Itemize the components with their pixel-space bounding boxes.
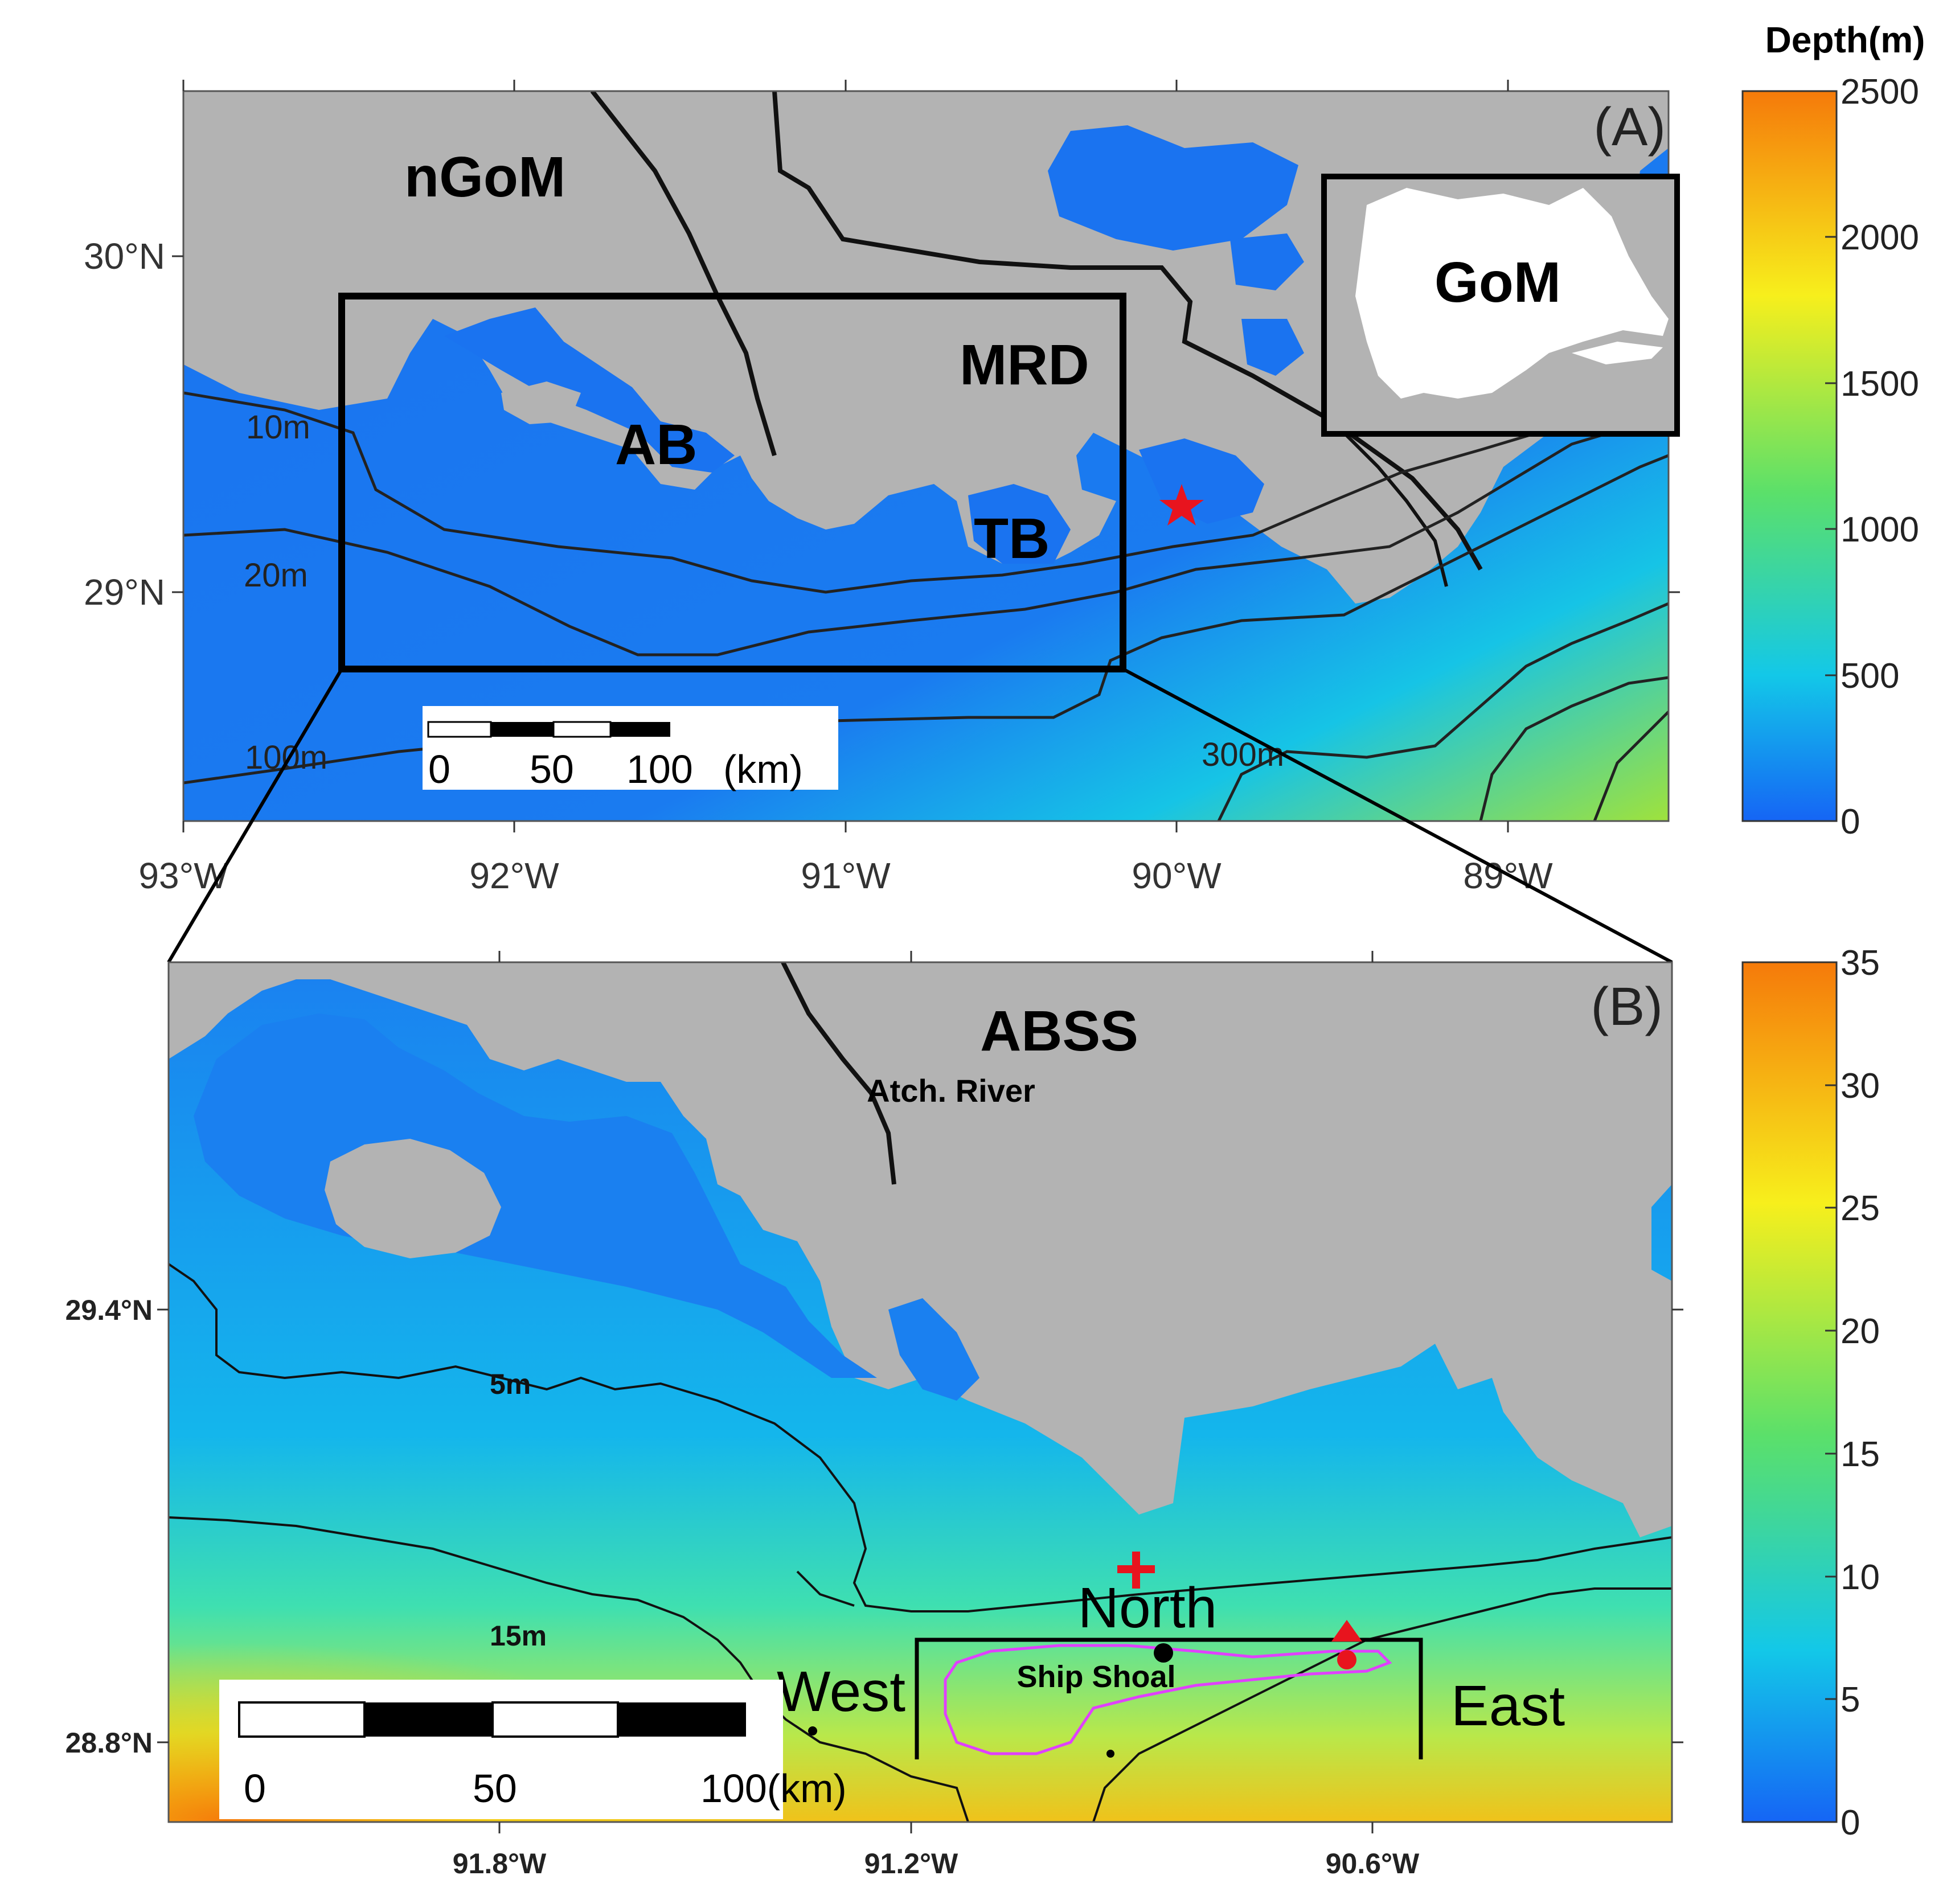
label-gom: GoM: [1434, 251, 1561, 314]
colorbar-a: 2500 2000 1500 1000 500 0: [1741, 72, 1919, 842]
river-b: [781, 962, 896, 1185]
boundary-a3: [1331, 420, 1448, 587]
colorbar-title: Depth(m): [1765, 19, 1925, 60]
island-b: [325, 1139, 501, 1258]
cbar-a-tick-1500: 1500: [1841, 364, 1919, 404]
label-tb: TB: [974, 507, 1050, 571]
label-ngom: nGoM: [404, 145, 565, 209]
boundary-a2: [772, 91, 1483, 571]
lon-tick-90-6w: 90.6°W: [1326, 1848, 1420, 1880]
panel-b-label: (B): [1591, 976, 1663, 1037]
cbar-a-tick-2500: 2500: [1841, 72, 1919, 112]
bay-b2: [888, 1298, 979, 1401]
contour-label-20m: 20m: [244, 557, 308, 594]
red-triangle-marker: [1331, 1620, 1362, 1642]
inset-cuba: [1572, 342, 1663, 364]
lat-tick-28-8n: 28.8°N: [65, 1727, 153, 1759]
cbar-b-tick-20: 20: [1841, 1312, 1880, 1351]
contour-label-10m: 10m: [246, 409, 310, 446]
label-abss: ABSS: [980, 999, 1138, 1063]
land-b: [169, 962, 1672, 1537]
lon-tick-91-8w: 91.8°W: [453, 1848, 547, 1880]
frame-a: [182, 90, 1670, 822]
panel-a: 30°N 29°N 93°W 92°W 91°W 90°W 89°W nGoM …: [84, 19, 1925, 896]
zoom-connector-left: [167, 668, 343, 963]
lat-tick-29-4n: 29.4°N: [65, 1294, 153, 1326]
scale-bar-a: 0 50 100 (km): [423, 706, 838, 791]
zoom-connector-right: [1122, 667, 1673, 964]
panel-a-label: (A): [1593, 97, 1666, 157]
scale-b-mid: 50: [473, 1766, 517, 1811]
scale-a-zero: 0: [428, 747, 450, 791]
label-west: West: [777, 1660, 905, 1724]
cbar-b-tick-15: 15: [1841, 1435, 1880, 1474]
site-bracket: [915, 1638, 1423, 1759]
inset-gulf: [1355, 188, 1669, 399]
small-dot-2: [1106, 1750, 1114, 1758]
contour-label-15m: 15m: [490, 1620, 547, 1652]
cbar-b-tick-25: 25: [1841, 1189, 1880, 1228]
cbar-a-tick-500: 500: [1841, 656, 1899, 696]
frame-b: [167, 961, 1673, 1823]
scale-b-end: 100(km): [700, 1766, 847, 1811]
ticks-b: [157, 951, 1683, 1833]
lake-a2: [1230, 233, 1304, 290]
label-ship-shoal: Ship Shoal: [1017, 1660, 1175, 1694]
colorbar-b: 35 30 25 20 15 10 5 0: [1741, 943, 1880, 1843]
cbar-a-tick-1000: 1000: [1841, 510, 1919, 549]
contour-label-100m: 100m: [245, 739, 327, 776]
study-area-box: [338, 293, 1126, 672]
inset-gom: GoM: [1321, 174, 1680, 437]
cbar-b-tick-10: 10: [1841, 1558, 1880, 1597]
scale-b-zero: 0: [244, 1766, 266, 1811]
contour-label-300m: 300m: [1202, 736, 1284, 773]
black-dot-marker: [1154, 1643, 1173, 1663]
lake-a1: [1048, 125, 1298, 251]
scale-a-mid: 50: [530, 747, 574, 791]
red-dot-marker: [1337, 1650, 1356, 1669]
cbar-b-tick-5: 5: [1841, 1680, 1860, 1720]
scale-a-end: 100: [626, 747, 693, 791]
cbar-b-tick-0: 0: [1841, 1803, 1860, 1843]
contour-label-5m: 5m: [490, 1368, 531, 1400]
label-mrd: MRD: [960, 333, 1089, 397]
lon-tick-91w: 91°W: [801, 855, 891, 896]
lat-tick-30n: 30°N: [84, 236, 165, 277]
island-ab: [501, 381, 581, 424]
cbar-b-tick-35: 35: [1841, 943, 1880, 983]
scale-bar-b: 0 50 100(km): [219, 1680, 847, 1819]
bay-ab: [444, 307, 735, 473]
cbar-b-tick-30: 30: [1841, 1066, 1880, 1106]
red-cross-marker: [1117, 1552, 1155, 1589]
bay-tb: [968, 484, 1071, 564]
scale-a-unit: (km): [723, 747, 803, 791]
bay-b1: [194, 1013, 877, 1378]
label-ab: AB: [615, 413, 697, 477]
lon-tick-90w: 90°W: [1132, 855, 1222, 896]
lat-tick-29n: 29°N: [84, 572, 165, 613]
label-north: North: [1078, 1576, 1218, 1640]
cbar-a-tick-2000: 2000: [1841, 218, 1919, 257]
red-star-marker: [1159, 484, 1204, 526]
land-a: [183, 91, 1669, 604]
label-east: East: [1451, 1674, 1565, 1738]
lon-tick-92w: 92°W: [469, 855, 559, 896]
panel-b: 29.4°N 28.8°N 91.8°W 91.2°W 90.6°W ABSS …: [65, 943, 1880, 1880]
lon-tick-91-2w: 91.2°W: [864, 1848, 958, 1880]
lake-a3: [1241, 319, 1304, 376]
small-dot-1: [808, 1726, 817, 1735]
cbar-a-tick-0: 0: [1841, 802, 1860, 842]
lon-tick-93w: 93°W: [138, 855, 228, 896]
label-atch-river: Atch. River: [867, 1073, 1035, 1109]
